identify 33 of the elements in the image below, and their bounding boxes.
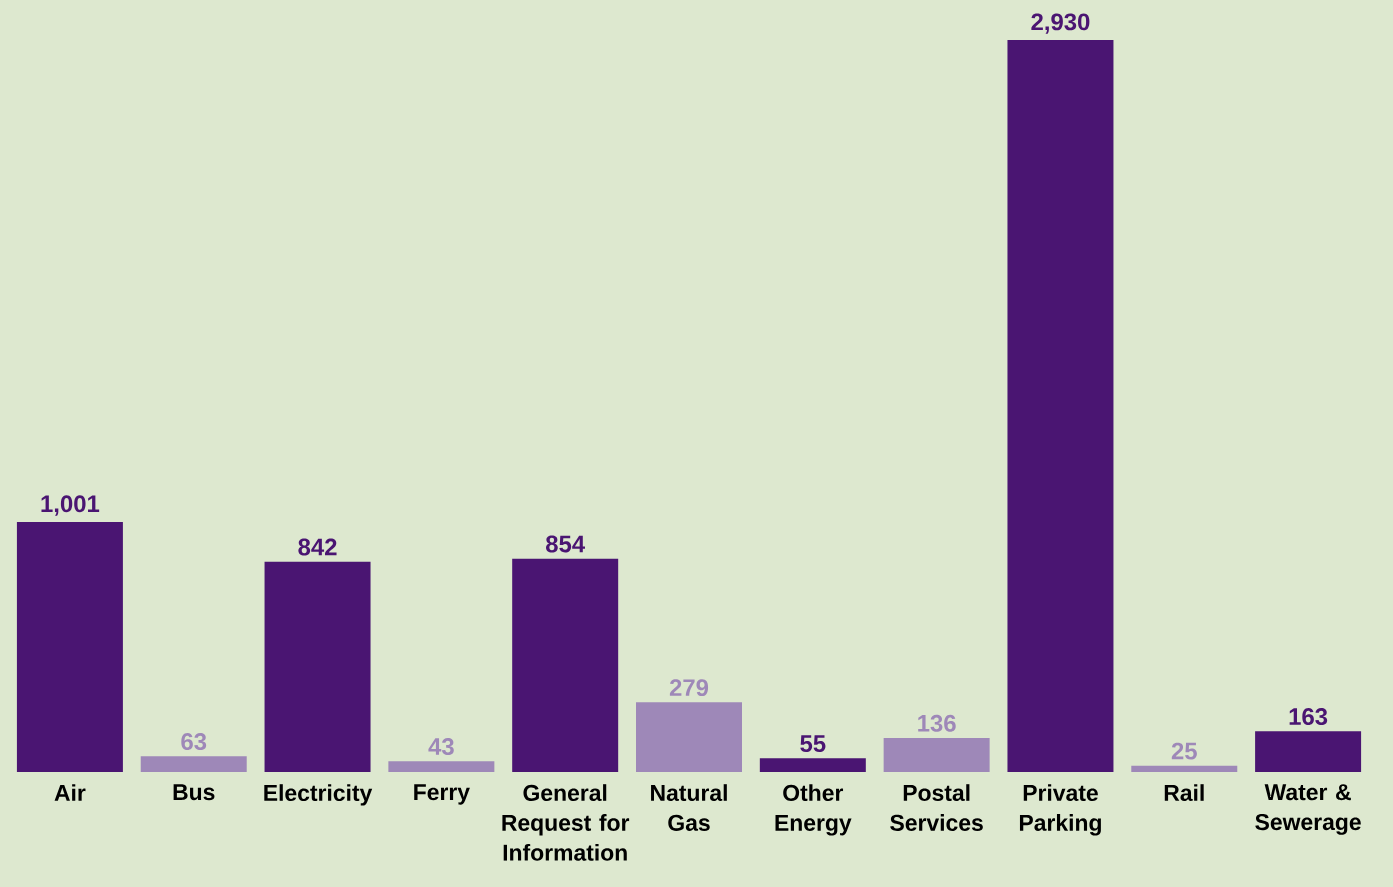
x-tick-label: General Request for Information bbox=[502, 784, 630, 861]
data-label: 136 bbox=[918, 714, 956, 732]
bar bbox=[1131, 765, 1238, 772]
x-tick-label: Private Parking bbox=[1019, 784, 1101, 836]
data-label: 842 bbox=[298, 538, 337, 556]
data-label: 43 bbox=[428, 738, 454, 756]
x-tick-label: Electricity bbox=[264, 784, 373, 806]
data-label: 163 bbox=[1289, 708, 1328, 726]
bar bbox=[140, 756, 247, 772]
data-label: 63 bbox=[181, 733, 207, 751]
data-label: 1,001 bbox=[41, 495, 100, 516]
data-label: 854 bbox=[546, 535, 585, 553]
data-label: 2,930 bbox=[1031, 13, 1090, 34]
bar bbox=[16, 521, 123, 772]
bar bbox=[388, 761, 495, 772]
x-tick-label: Ferry bbox=[414, 784, 470, 805]
x-tick-label: Air bbox=[54, 784, 86, 801]
bar bbox=[883, 738, 990, 772]
x-tick-label: Bus bbox=[173, 784, 215, 801]
x-tick-label: Water & Sewerage bbox=[1255, 784, 1361, 835]
data-label: 25 bbox=[1171, 742, 1197, 760]
data-label: 279 bbox=[669, 679, 709, 697]
bar bbox=[1255, 731, 1362, 772]
bar bbox=[759, 758, 866, 772]
bar bbox=[1007, 39, 1114, 772]
bar bbox=[512, 558, 619, 772]
x-tick-label: Other Energy bbox=[775, 784, 852, 836]
x-tick-label: Postal Services bbox=[890, 784, 983, 831]
x-tick-label: Natural Gas bbox=[651, 784, 727, 831]
bar bbox=[636, 702, 742, 772]
x-tick-label: Rail bbox=[1164, 784, 1204, 802]
data-label: 55 bbox=[800, 735, 826, 753]
bar bbox=[264, 561, 371, 772]
